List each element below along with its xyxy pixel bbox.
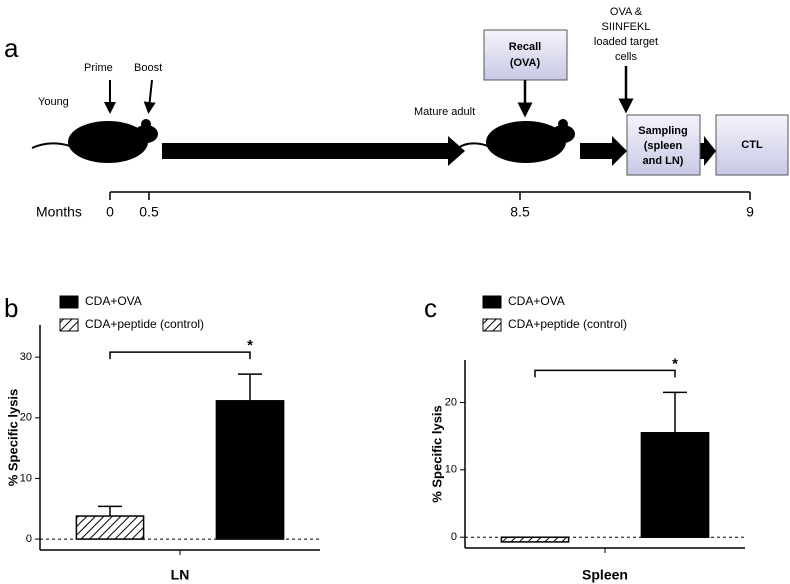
label: Mature adult: [414, 106, 475, 118]
panel-label: b: [4, 293, 18, 323]
y-tick-label: 20: [445, 396, 457, 408]
label: OVA &: [610, 6, 643, 18]
legend-label: CDA+OVA: [85, 294, 142, 308]
arrow: [162, 136, 465, 166]
tick-label: 0.5: [139, 204, 159, 220]
label: loaded target: [594, 36, 658, 48]
y-tick-label: 10: [445, 464, 457, 476]
significance: *: [247, 337, 253, 354]
label: Recall: [509, 41, 541, 53]
label: Sampling: [638, 125, 688, 137]
label: CTL: [741, 139, 763, 151]
box: [483, 29, 568, 81]
bar: [500, 536, 570, 543]
arrow: [700, 136, 716, 166]
tick-label: 8.5: [510, 204, 530, 220]
label: SIINFEKL: [602, 21, 651, 33]
tick-label: 0: [106, 204, 114, 220]
x-axis-label: LN: [171, 567, 190, 583]
legend-swatch: [59, 318, 79, 332]
bar: [640, 432, 710, 538]
label: Months: [36, 204, 82, 220]
label: and LN): [643, 155, 684, 167]
label: Young: [38, 96, 69, 108]
y-tick-label: 10: [20, 472, 32, 484]
box: [626, 114, 701, 176]
y-tick-label: 0: [26, 533, 32, 545]
mouse: [457, 119, 575, 163]
timeline: a Young Prime Boost Mature adult Recall …: [4, 6, 789, 220]
panel-label: a: [4, 33, 19, 63]
y-tick-label: 30: [20, 351, 32, 363]
error-bar: [238, 373, 262, 401]
arrow: [143, 79, 156, 114]
label: Prime: [84, 62, 113, 74]
error-bar: [663, 391, 687, 433]
legend-label: CDA+OVA: [508, 294, 565, 308]
y-tick-label: 20: [20, 412, 32, 424]
legend-swatch: [59, 295, 79, 309]
label: cells: [615, 51, 638, 63]
bar: [215, 400, 285, 540]
y-tick-label: 0: [451, 531, 457, 543]
x-axis-label: Spleen: [582, 567, 628, 583]
legend-label: CDA+peptide (control): [85, 317, 204, 331]
arrow: [580, 136, 627, 166]
bar: [75, 515, 145, 540]
label: (OVA): [510, 57, 541, 69]
significance: *: [672, 355, 678, 372]
bracket: [534, 369, 676, 378]
bracket: [109, 351, 251, 360]
y-axis-label: % Specific lysis: [5, 389, 20, 487]
legend-label: CDA+peptide (control): [508, 317, 627, 331]
y-axis-label: % Specific lysis: [429, 405, 444, 503]
label: Boost: [134, 62, 162, 74]
box: [715, 114, 789, 176]
error-bar: [98, 505, 122, 517]
mouse: [31, 119, 158, 163]
legend-swatch: [482, 295, 502, 309]
label: (spleen: [644, 140, 683, 152]
tick-label: 9: [746, 204, 754, 220]
legend-swatch: [482, 318, 502, 332]
panel-label: c: [424, 293, 437, 323]
